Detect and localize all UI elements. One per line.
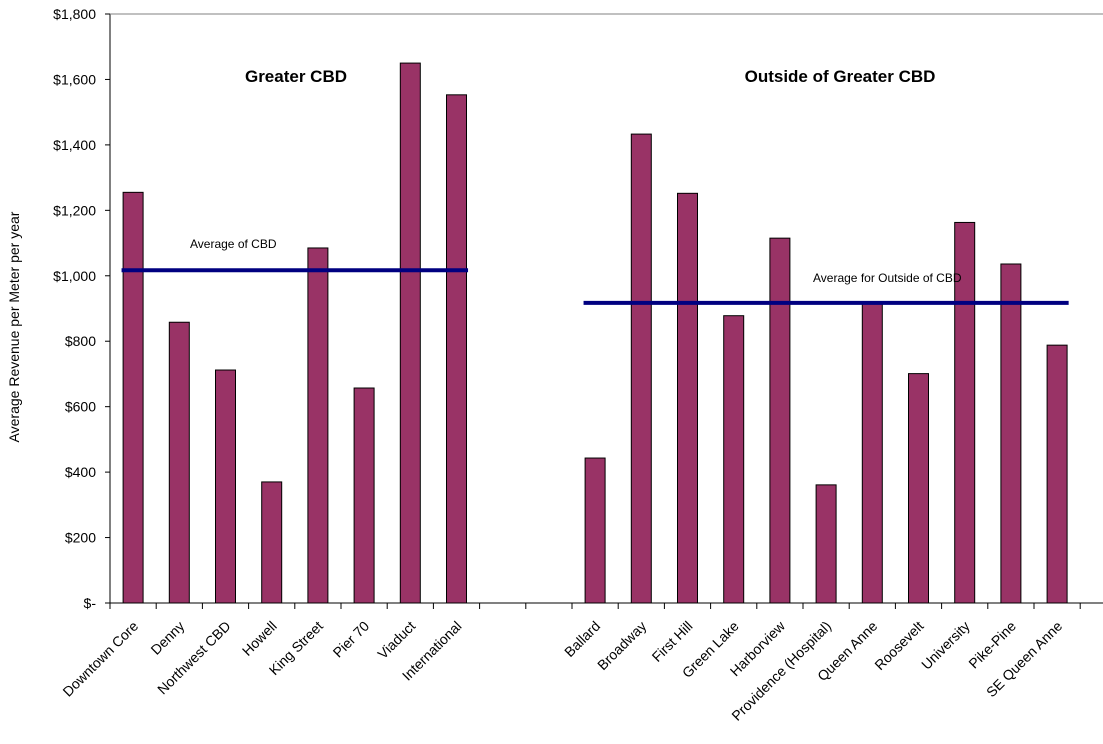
y-tick-label: $1,600: [53, 71, 96, 87]
y-tick-label: $1,400: [53, 137, 96, 153]
bar-university: [954, 221, 976, 604]
bar-pier-70: [353, 387, 375, 604]
group-titles: Greater CBD Outside of Greater CBD: [245, 67, 935, 86]
category-label: Viaduct: [374, 618, 418, 662]
bar-green-lake: [723, 315, 745, 604]
y-axis: $- $200 $400 $600 $800 $1,000 $1,200 $1,400 $1,6…: [53, 6, 1103, 611]
group-title: Greater CBD: [245, 67, 347, 86]
bars: [122, 62, 1068, 604]
category-label: Downtown Core: [59, 618, 141, 700]
y-tick-label: $600: [65, 399, 96, 415]
y-tick-label: $1,000: [53, 268, 96, 284]
group-title: Outside of Greater CBD: [745, 67, 936, 86]
bar-viaduct: [399, 62, 421, 604]
bar-king-street: [307, 247, 329, 604]
y-tick-label: $200: [65, 530, 96, 546]
y-tick-label: $-: [84, 595, 97, 611]
category-label: Roosevelt: [871, 618, 926, 673]
y-tick-label: $400: [65, 464, 96, 480]
bar-denny: [168, 321, 190, 604]
y-tick-label: $800: [65, 333, 96, 349]
y-axis-label: Average Revenue per Meter per year: [6, 211, 22, 442]
bar-downtown-core: [122, 191, 144, 604]
category-label: Broadway: [594, 618, 649, 673]
y-tick-label: $1,800: [53, 6, 96, 22]
bar-roosevelt: [908, 373, 929, 604]
bar-international: [446, 94, 467, 604]
category-label: University: [918, 618, 973, 673]
category-label: Howell: [239, 618, 280, 659]
category-label: Denny: [147, 618, 187, 658]
average-label: Average for Outside of CBD: [813, 271, 962, 285]
average-label: Average of CBD: [190, 237, 277, 251]
bar-ballard: [584, 457, 606, 604]
x-axis: [109, 602, 1103, 609]
bar-howell: [261, 481, 283, 604]
average-lines: Average of CBD Average for Outside of CBD: [121, 237, 1069, 305]
bar-first-hill: [677, 192, 698, 604]
bar-providence-hospital: [815, 484, 837, 604]
bar-pike-pine: [1000, 263, 1022, 604]
bar-se-queen-anne: [1046, 344, 1068, 604]
category-label: Ballard: [561, 618, 603, 660]
bar-northwest-cbd: [215, 369, 236, 604]
category-label: First Hill: [649, 618, 696, 665]
bar-harborview: [769, 237, 791, 604]
category-label: Pier 70: [330, 618, 373, 661]
bar-broadway: [630, 133, 652, 604]
bar-queen-anne: [861, 302, 883, 604]
y-tick-label: $1,200: [53, 202, 96, 218]
